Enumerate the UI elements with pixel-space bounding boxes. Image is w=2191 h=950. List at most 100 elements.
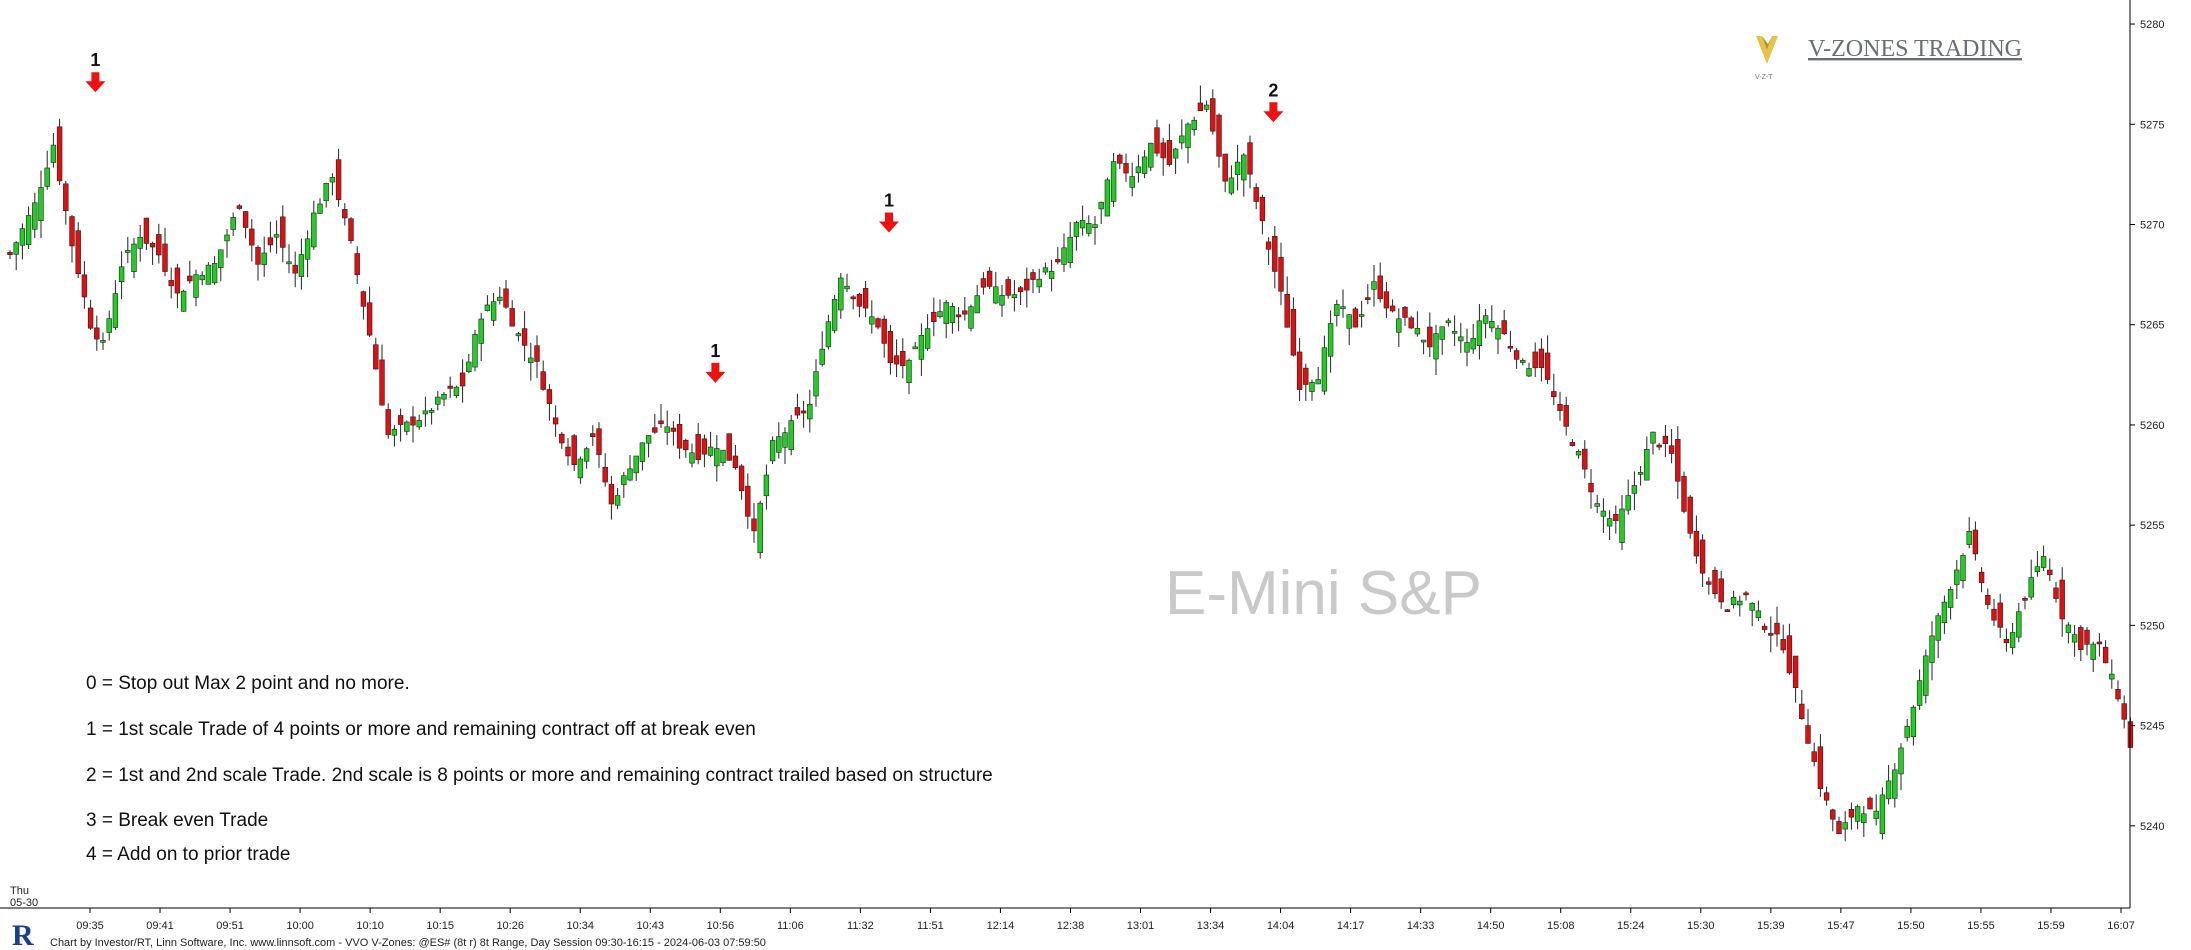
- candle-body: [1929, 635, 1935, 663]
- candle-body: [1693, 530, 1700, 557]
- candle-body: [1681, 476, 1687, 512]
- candle-body: [1222, 153, 1228, 182]
- candle-body: [720, 449, 726, 464]
- time-tick-label: 13:34: [1197, 920, 1225, 932]
- candle-body: [1073, 222, 1080, 237]
- candle-body: [1755, 610, 1762, 619]
- candle-body: [577, 458, 584, 479]
- candle-body: [211, 263, 218, 284]
- candle-body: [428, 410, 435, 413]
- candle-body: [1489, 321, 1495, 329]
- candle-body: [602, 467, 608, 483]
- candle-body: [1935, 615, 1941, 641]
- candle-body: [2102, 646, 2109, 664]
- time-tick-label: 15:55: [1967, 920, 1995, 932]
- candle-body: [962, 310, 968, 315]
- candle-body: [410, 416, 416, 426]
- candle-body: [583, 448, 590, 462]
- candle-body: [937, 311, 943, 318]
- candle-body: [695, 434, 701, 461]
- candle-body: [1706, 581, 1712, 585]
- candle-body: [1210, 98, 1216, 132]
- candle-body: [1805, 725, 1811, 744]
- strategy-legend: 0 = Stop out Max 2 point and no more. 1 …: [86, 673, 993, 865]
- candle-body: [422, 410, 429, 415]
- candle-body: [1160, 142, 1166, 159]
- candle-body: [87, 307, 94, 329]
- candle-body: [106, 318, 112, 333]
- candle-body: [1458, 336, 1464, 342]
- candle-body: [2071, 634, 2078, 643]
- price-tick-label: 5245: [2140, 721, 2164, 733]
- candle-body: [1724, 609, 1731, 612]
- candle-body: [1166, 140, 1173, 165]
- time-tick-label: 12:38: [1057, 920, 1085, 932]
- candle-body: [249, 228, 255, 246]
- candle-body: [788, 420, 794, 450]
- candle-body: [94, 327, 100, 340]
- candle-body: [1526, 368, 1532, 377]
- candle-body: [1191, 119, 1197, 130]
- candle-body: [2078, 627, 2084, 650]
- candle-body: [1668, 445, 1675, 454]
- candle-body: [1234, 161, 1241, 175]
- time-tick-label: 14:33: [1407, 920, 1435, 932]
- candle-body: [2109, 673, 2115, 680]
- time-tick-label: 15:50: [1897, 920, 1925, 932]
- candle-body: [1625, 495, 1631, 511]
- trade-markers: 1 1 1 2: [85, 50, 1284, 383]
- time-tick-label: 15:47: [1827, 920, 1855, 932]
- candle-body: [1005, 279, 1011, 296]
- time-tick-label: 10:43: [637, 920, 665, 932]
- candle-body: [2047, 569, 2053, 576]
- price-tick-label: 5240: [2140, 821, 2164, 833]
- candle-body: [1303, 367, 1309, 385]
- candle-body: [131, 243, 137, 273]
- candle-body: [515, 333, 522, 337]
- candle-body: [1532, 351, 1538, 369]
- candle-body: [1575, 451, 1582, 456]
- candle-body: [2084, 629, 2090, 645]
- candle-body: [862, 287, 869, 309]
- time-tick-label: 09:41: [146, 920, 174, 932]
- candle-body: [949, 306, 956, 323]
- candle-body: [819, 348, 825, 365]
- candle-body: [1172, 148, 1179, 159]
- v-zones-logo-icon: [1756, 36, 1778, 64]
- candle-body: [2053, 587, 2059, 599]
- candle-body: [484, 304, 491, 311]
- time-axis: 09:35 09:41 09:51 10:00 10:10 10:15 10:26 10:34…: [76, 908, 2135, 932]
- candle-body: [596, 428, 602, 455]
- candle-body: [528, 357, 534, 363]
- trade-marker-label: 1: [884, 191, 894, 211]
- candle-body: [559, 433, 565, 444]
- candle-body: [292, 264, 298, 274]
- candle-body: [1346, 314, 1352, 329]
- candle-body: [224, 234, 230, 242]
- candle-body: [1495, 327, 1501, 340]
- candle-body: [881, 318, 887, 344]
- candle-body: [540, 371, 546, 390]
- candle-body: [1582, 448, 1588, 470]
- down-arrow-icon: [85, 72, 106, 93]
- candle-body: [652, 427, 658, 433]
- trade-marker-label: 1: [710, 341, 720, 361]
- candle-body: [856, 293, 863, 307]
- candle-body: [1662, 435, 1669, 444]
- candle-body: [1619, 508, 1625, 543]
- time-tick-label: 10:10: [356, 920, 384, 932]
- candle-body: [162, 243, 168, 272]
- candle-body: [1780, 639, 1786, 651]
- candle-body: [1848, 809, 1855, 818]
- candle-body: [1389, 305, 1396, 312]
- candle-body: [174, 267, 181, 294]
- candle-body: [1309, 381, 1315, 392]
- candle-body: [1439, 326, 1445, 340]
- candle-body: [1117, 154, 1123, 164]
- candle-body: [763, 474, 770, 497]
- time-tick-label: 10:26: [496, 920, 524, 932]
- time-tick-label: 14:04: [1267, 920, 1295, 932]
- candle-body: [56, 126, 63, 182]
- candle-body: [1011, 294, 1018, 299]
- candle-body: [1296, 351, 1303, 390]
